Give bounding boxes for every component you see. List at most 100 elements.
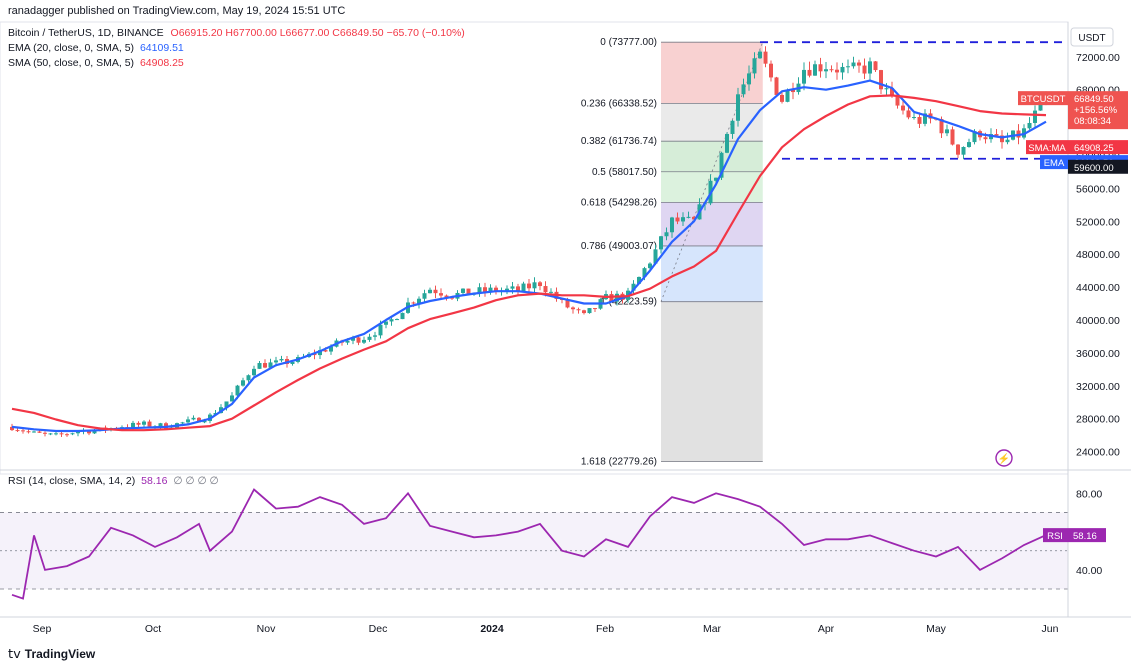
candle-body <box>235 385 240 396</box>
candle-body <box>670 217 674 233</box>
candle-body <box>92 430 97 434</box>
candle-body <box>774 77 779 95</box>
price-tick-label: 28000.00 <box>1076 414 1120 426</box>
candle-body <box>444 295 449 298</box>
candle-body <box>813 64 817 76</box>
publisher-header: ranadagger published on TradingView.com,… <box>8 5 346 17</box>
time-tick-label: Nov <box>257 623 276 635</box>
candle-body <box>197 417 201 423</box>
candle-body <box>686 216 691 218</box>
symbol-tag-label: BTCUSDT <box>1021 94 1066 105</box>
candle-body <box>857 62 861 66</box>
candle-body <box>901 105 905 111</box>
rsi-line <box>11 488 1047 600</box>
candle-body <box>329 346 333 352</box>
candle-body <box>373 335 377 337</box>
sma-value-tag <box>1068 140 1128 155</box>
fib-zone <box>661 141 763 172</box>
price-tick-label: 24000.00 <box>1076 447 1120 459</box>
candle-body <box>862 65 867 74</box>
candle-body <box>43 432 47 434</box>
candle-body <box>384 321 388 325</box>
symbol-tag <box>1018 91 1068 106</box>
candle-body <box>565 299 570 308</box>
price-tick-label: 40000.00 <box>1076 315 1120 327</box>
rsi-pane <box>0 488 1068 600</box>
rsi-value-tag <box>1068 528 1106 543</box>
candle-body <box>730 120 735 134</box>
candle-body <box>76 431 80 434</box>
currency-badge-label: USDT <box>1078 33 1105 44</box>
last-price-tag-text: 08:08:34 <box>1074 116 1111 127</box>
ohlc-values: O66915.20 H67700.00 L66677.00 C66849.50 … <box>170 27 465 39</box>
candle-body <box>868 61 872 74</box>
sma-tag <box>1026 140 1068 155</box>
candle-body <box>895 96 900 106</box>
candle-body <box>631 283 636 291</box>
candle-body <box>571 307 575 310</box>
candle-body <box>263 363 267 368</box>
candle-body <box>516 286 520 291</box>
candle-body <box>791 89 795 93</box>
level-price-tag-text: 59600.00 <box>1074 163 1114 174</box>
candle-body <box>351 337 355 341</box>
candle-body <box>10 426 14 431</box>
fib-zone <box>661 202 763 246</box>
fib-level-label: 0 (73777.00) <box>600 37 657 48</box>
time-tick-label: Dec <box>369 623 388 635</box>
candle-body <box>950 129 955 145</box>
rsi-tick-label: 80.00 <box>1076 488 1102 500</box>
rsi-label: RSI (14, close, SMA, 14, 2) <box>8 475 136 487</box>
rsi-value-tag-text: 58.16 <box>1073 531 1097 542</box>
ema-label: EMA (20, close, 0, SMA, 5) <box>8 42 135 54</box>
candle-body <box>890 88 894 97</box>
candle-body <box>824 69 828 72</box>
candle-body <box>312 353 317 356</box>
fib-level-label: 1.618 (22779.26) <box>581 457 657 468</box>
candle-body <box>48 433 53 435</box>
candle-body <box>15 430 20 432</box>
time-tick-label: Mar <box>703 623 722 635</box>
candle-body <box>389 319 394 322</box>
ema-line <box>11 79 1047 433</box>
rsi-legend: RSI (14, close, SMA, 14, 2) 58.16 ∅ ∅ ∅ … <box>8 475 219 487</box>
time-tick-label: Feb <box>596 623 614 635</box>
candle-body <box>356 337 361 343</box>
candle-body <box>136 422 141 425</box>
candle-body <box>428 289 432 294</box>
candle-body <box>983 137 988 140</box>
candle-body <box>32 431 36 433</box>
sma-line <box>11 94 1047 432</box>
rsi-value: 58.16 <box>141 475 168 487</box>
footer-brand: TradingView <box>24 647 96 661</box>
rsi-extra: ∅ ∅ ∅ ∅ <box>173 475 219 487</box>
sma-value: 64908.25 <box>139 57 184 69</box>
time-tick-label: Jun <box>1042 623 1059 635</box>
candle-body <box>202 420 207 423</box>
candle-body <box>923 113 927 124</box>
candle-body <box>829 69 834 71</box>
candle-body <box>21 430 25 432</box>
candle-body <box>378 324 383 336</box>
candle-body <box>741 84 746 95</box>
candle-body <box>653 249 658 264</box>
time-tick-label: 2024 <box>480 623 504 635</box>
candle-body <box>59 433 64 435</box>
candle-body <box>323 350 328 352</box>
candle-body <box>747 73 751 85</box>
candle-body <box>879 70 883 90</box>
fib-level-label: 0.5 (58017.50) <box>592 167 657 178</box>
time-tick-label: May <box>926 623 947 635</box>
candle-body <box>725 133 729 153</box>
candle-body <box>807 69 812 76</box>
candle-body <box>494 287 498 292</box>
candle-body <box>719 152 724 178</box>
candle-body <box>466 288 471 295</box>
candle-body <box>835 69 839 73</box>
candle-body <box>483 287 487 292</box>
candle-body <box>362 339 366 343</box>
candle-body <box>158 423 163 427</box>
price-tick-label: 72000.00 <box>1076 52 1120 64</box>
time-tick-label: Sep <box>33 623 52 635</box>
